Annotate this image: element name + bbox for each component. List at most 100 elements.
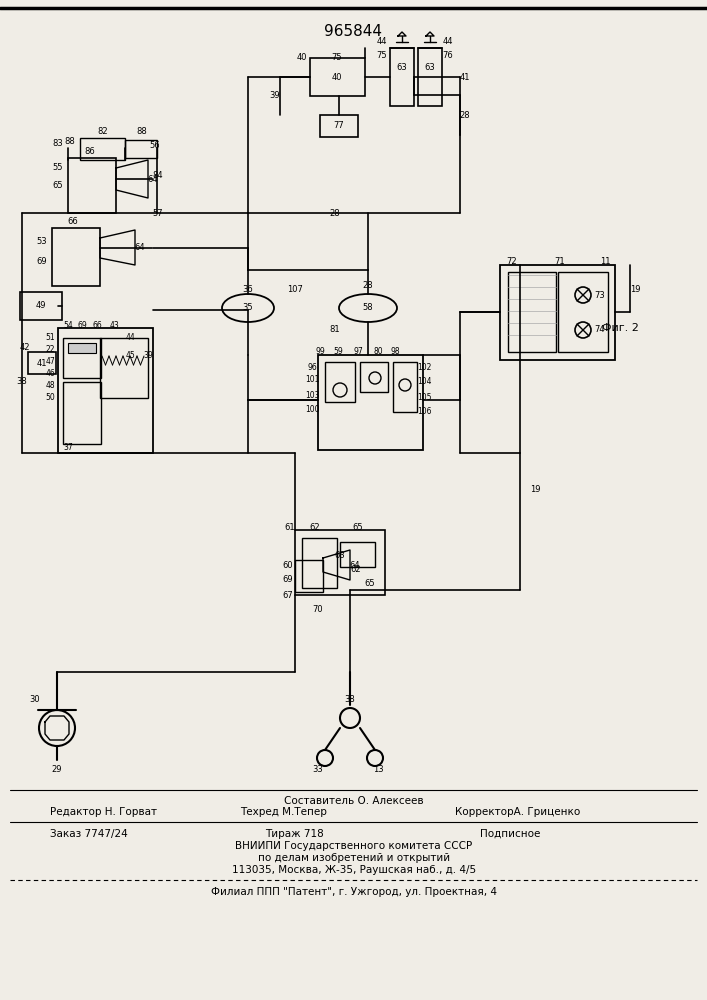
Text: 53: 53 [37,237,47,246]
Text: 37: 37 [63,444,73,452]
Text: 19: 19 [630,286,641,294]
Text: 62: 62 [310,522,320,532]
Text: 46: 46 [45,369,55,378]
Text: 105: 105 [416,393,431,402]
Text: 106: 106 [416,408,431,416]
Text: 49: 49 [36,302,46,310]
Text: 60: 60 [283,560,293,570]
Text: 22: 22 [45,346,54,355]
Text: 42: 42 [20,344,30,353]
Bar [310,58,365,96]
Bar [320,115,358,137]
Bar [500,265,615,360]
Text: 102: 102 [417,363,431,372]
Text: 65: 65 [365,578,375,587]
Text: 45: 45 [125,351,135,360]
Text: 103: 103 [305,390,320,399]
Text: 74: 74 [595,326,605,334]
Text: 54: 54 [63,320,73,330]
Text: Редактор Н. Горват: Редактор Н. Горват [50,807,157,817]
Text: КорректорА. Гриценко: КорректорА. Гриценко [455,807,580,817]
Text: по делам изобретений и открытий: по делам изобретений и открытий [258,853,450,863]
Bar [340,542,375,567]
Text: 75: 75 [332,53,342,62]
Text: 104: 104 [416,377,431,386]
Text: 19: 19 [530,486,540,494]
Text: 113035, Москва, Ж-35, Раушская наб., д. 4/5: 113035, Москва, Ж-35, Раушская наб., д. … [232,865,476,875]
Bar [508,272,556,352]
Text: 47: 47 [45,358,55,366]
Text: 48: 48 [45,381,55,390]
Text: 38: 38 [17,377,28,386]
Bar [52,228,100,286]
Text: 67: 67 [283,590,293,599]
Bar [63,338,101,378]
Text: 28: 28 [460,110,470,119]
Bar [318,355,423,450]
Text: 61: 61 [285,522,296,532]
Text: 83: 83 [52,138,64,147]
Bar [390,48,414,106]
Text: 82: 82 [98,127,108,136]
Text: 66: 66 [92,320,102,330]
Text: Составитель О. Алексеев: Составитель О. Алексеев [284,796,423,806]
Text: 44: 44 [125,334,135,342]
Text: 50: 50 [45,393,55,402]
Text: 86: 86 [85,147,95,156]
Text: 28: 28 [329,209,340,218]
Text: 44: 44 [377,37,387,46]
Text: 40: 40 [297,53,308,62]
Bar [325,362,355,402]
Text: 965844: 965844 [324,24,382,39]
Text: 65: 65 [353,522,363,532]
Text: 62: 62 [351,566,361,574]
Text: 81: 81 [329,326,340,334]
Text: 63: 63 [334,550,346,560]
Bar [360,362,388,392]
Bar [100,338,148,398]
Text: Тираж 718: Тираж 718 [265,829,324,839]
Text: 66: 66 [68,218,78,227]
Text: 39: 39 [143,351,153,360]
Text: 72: 72 [507,257,518,266]
Text: Филиал ППП "Патент", г. Ужгород, ул. Проектная, 4: Филиал ППП "Патент", г. Ужгород, ул. Про… [211,887,497,897]
Bar [20,292,62,320]
Text: 101: 101 [305,375,319,384]
Text: 65: 65 [53,180,64,190]
Text: 41: 41 [37,359,47,367]
Text: 73: 73 [595,290,605,300]
Text: 64: 64 [148,174,158,184]
Text: 84: 84 [153,170,163,180]
Text: Фиг. 2: Фиг. 2 [602,323,638,333]
Bar [558,272,608,352]
Text: Подписное: Подписное [480,829,540,839]
Text: 88: 88 [136,127,147,136]
Text: 36: 36 [243,286,253,294]
Text: 39: 39 [269,91,280,100]
Text: 30: 30 [30,696,40,704]
Text: 56: 56 [150,140,160,149]
Text: 57: 57 [153,209,163,218]
Text: 28: 28 [363,280,373,290]
Text: 77: 77 [334,121,344,130]
Text: Заказ 7747/24: Заказ 7747/24 [50,829,128,839]
Bar [68,343,96,353]
Text: 69: 69 [283,576,293,584]
Bar [295,530,385,595]
Text: 96: 96 [307,363,317,372]
Bar [302,538,337,588]
Text: 55: 55 [53,163,63,172]
Text: Техред М.Тепер: Техред М.Тепер [240,807,327,817]
Text: 88: 88 [64,137,76,146]
Text: 97: 97 [353,348,363,357]
Text: 75: 75 [377,50,387,60]
Text: 11: 11 [600,257,610,266]
Text: 69: 69 [77,320,87,330]
Text: 43: 43 [110,320,120,330]
Bar [125,140,157,158]
Text: 40: 40 [332,73,342,82]
Bar [80,138,125,160]
Bar [28,352,56,374]
Bar [58,328,153,453]
Text: ВНИИПИ Государственного комитета СССР: ВНИИПИ Государственного комитета СССР [235,841,472,851]
